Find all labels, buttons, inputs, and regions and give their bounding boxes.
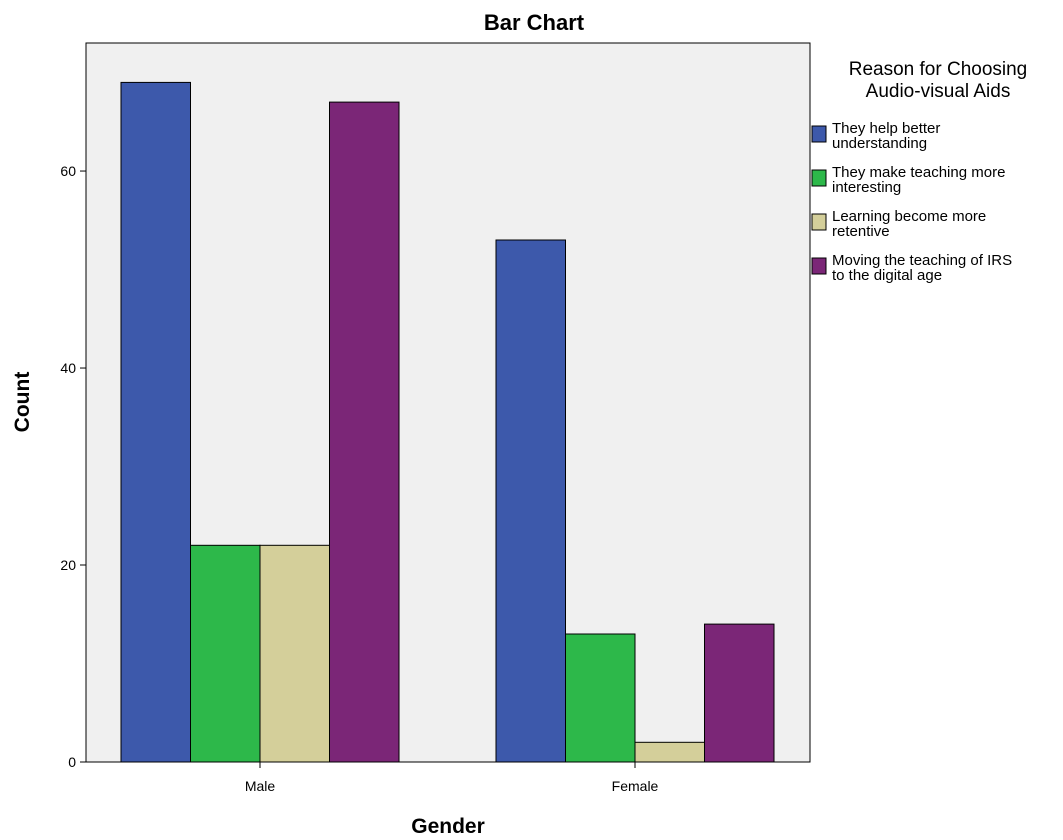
legend-title: Audio-visual Aids (866, 81, 1011, 102)
bar-male-series-2 (190, 544, 261, 763)
bars (120, 81, 775, 763)
y-axis: 0 20 40 60 (60, 163, 86, 770)
x-tick-label: Female (612, 778, 659, 794)
x-tick-label: Male (245, 778, 276, 794)
x-axis: Male Female (245, 762, 659, 794)
legend-label: Learning become more (832, 208, 986, 225)
y-tick-label: 60 (60, 163, 76, 179)
legend-label: Moving the teaching of IRS (832, 252, 1012, 269)
bar-male-series-4 (329, 101, 400, 763)
y-tick-label: 0 (68, 754, 76, 770)
legend-swatch (811, 257, 827, 275)
legend-swatch (811, 125, 827, 143)
bar-female-series-2 (565, 633, 636, 763)
legend-swatch (811, 213, 827, 231)
legend-swatch (811, 169, 827, 187)
chart-title: Bar Chart (484, 10, 585, 35)
legend-label: interesting (832, 179, 901, 196)
bar-male-series-1 (120, 81, 191, 763)
legend-label: They make teaching more (832, 164, 1005, 181)
legend-label: retentive (832, 223, 890, 240)
y-axis-title: Count (11, 372, 34, 433)
legend-label: understanding (832, 135, 927, 152)
legend-label: They help better (832, 120, 940, 137)
y-tick-label: 40 (60, 360, 76, 376)
bar-female-series-3 (634, 741, 705, 763)
y-tick-label: 20 (60, 557, 76, 573)
bar-female-series-1 (495, 239, 566, 763)
bar-male-series-3 (259, 544, 330, 763)
x-axis-title: Gender (411, 815, 485, 838)
legend-label: to the digital age (832, 267, 942, 284)
legend-title: Reason for Choosing (849, 59, 1028, 80)
bar-female-series-4 (704, 623, 775, 763)
